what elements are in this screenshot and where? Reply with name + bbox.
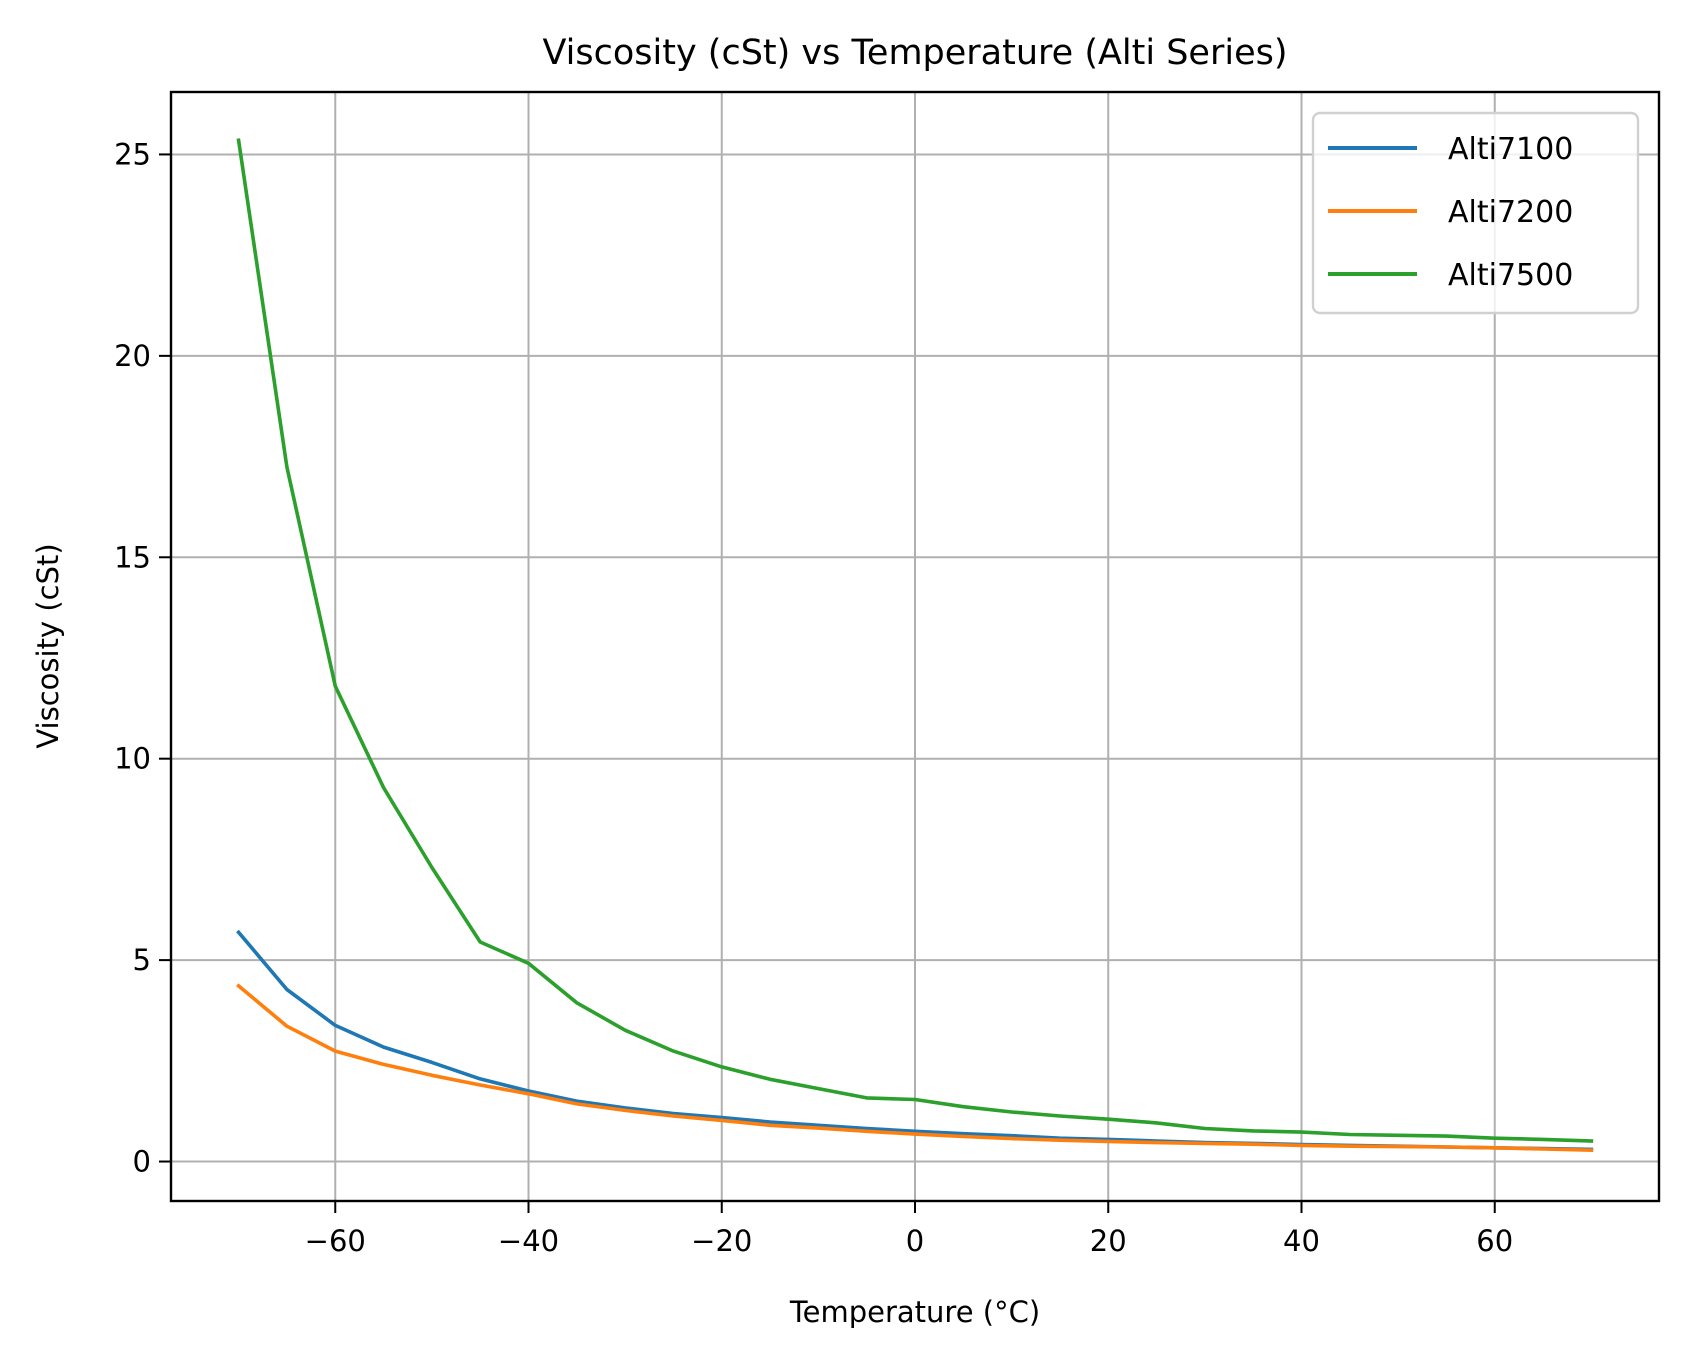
y-tick-label: 25	[114, 137, 151, 171]
legend-label: Alti7100	[1448, 132, 1573, 167]
series-line-alti7200	[236, 983, 1594, 1153]
y-tick-label: 20	[114, 339, 151, 373]
legend-box	[1311, 111, 1640, 315]
legend-item: Alti7100	[1328, 132, 1573, 167]
chart-title: Viscosity (cSt) vs Temperature (Alti Ser…	[542, 33, 1287, 73]
x-tick-label: −60	[305, 1224, 366, 1258]
series-lines	[236, 138, 1594, 1153]
y-tick-label: 0	[133, 1145, 151, 1179]
legend-item: Alti7200	[1328, 195, 1573, 230]
legend: Alti7100 Alti7200 Alti7500	[1311, 111, 1640, 315]
legend-item: Alti7500	[1328, 258, 1573, 293]
x-axis-label: Temperature (°C)	[789, 1295, 1040, 1329]
x-tick-label: 20	[1090, 1224, 1127, 1258]
y-tick-label: 5	[133, 943, 151, 977]
y-tick-label: 10	[114, 742, 151, 776]
x-tick-label: 40	[1283, 1224, 1320, 1258]
series-alti7200	[236, 983, 1594, 1153]
y-axis-label: Viscosity (cSt)	[31, 543, 65, 748]
x-tick-label: −20	[691, 1224, 752, 1258]
legend-label: Alti7200	[1448, 195, 1573, 230]
series-alti7500	[236, 138, 1594, 1143]
legend-label: Alti7500	[1448, 258, 1573, 293]
y-tick-label: 15	[114, 540, 151, 574]
series-line-alti7500	[236, 138, 1594, 1143]
x-tick-label: −40	[498, 1224, 559, 1258]
x-tick-label: 0	[906, 1224, 924, 1258]
grid	[171, 92, 1659, 1201]
axis-ticks: −60 −40 −20 0 20 40 60 0 5 10 15 20 25	[114, 137, 1513, 1258]
x-tick-label: 60	[1476, 1224, 1513, 1258]
